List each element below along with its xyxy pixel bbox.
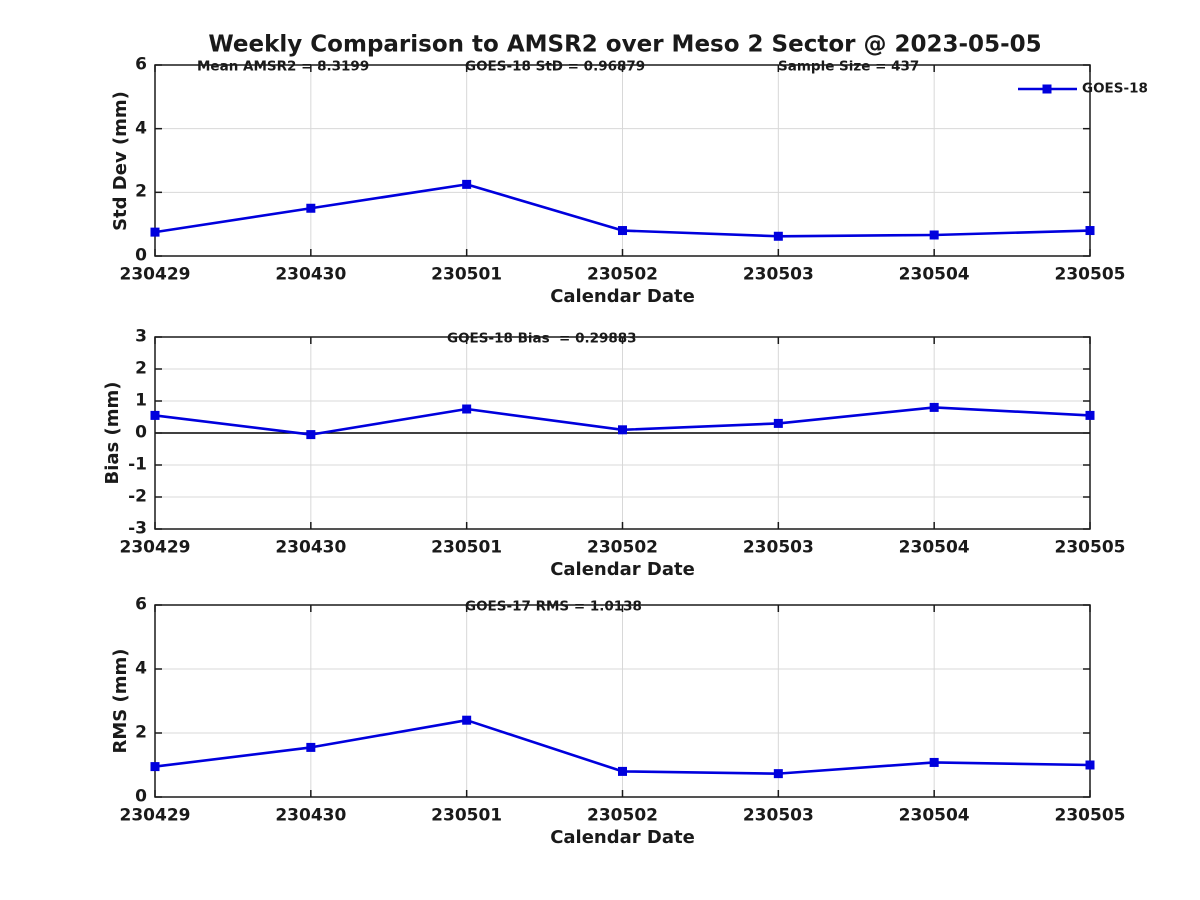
x-tick-label: 230430 <box>275 537 347 558</box>
data-point-marker <box>1085 410 1095 420</box>
data-point-marker <box>462 179 472 189</box>
x-axis-label: Calendar Date <box>550 827 695 848</box>
data-point-marker <box>929 230 939 240</box>
x-tick-label: 230503 <box>742 537 814 558</box>
y-tick-label: -3 <box>128 518 147 539</box>
y-tick-label: 4 <box>135 118 147 139</box>
x-tick-label: 230501 <box>431 537 503 558</box>
data-point-marker <box>773 231 783 241</box>
y-tick-label: 0 <box>135 422 147 443</box>
x-tick-label: 230505 <box>1054 264 1126 285</box>
y-tick-label: 0 <box>135 245 147 266</box>
x-tick-label: 230505 <box>1054 805 1126 826</box>
x-tick-label: 230503 <box>742 264 814 285</box>
y-tick-label: 2 <box>135 358 147 379</box>
data-point-marker <box>1085 226 1095 236</box>
x-tick-label: 230429 <box>119 805 191 826</box>
data-point-marker <box>773 769 783 779</box>
y-axis-label: Std Dev (mm) <box>110 90 131 231</box>
y-tick-label: 2 <box>135 722 147 743</box>
data-point-marker <box>462 404 472 414</box>
annotation: Mean AMSR2 = 8.3199 <box>197 58 370 75</box>
y-axis-label: Bias (mm) <box>102 381 123 485</box>
y-tick-label: 2 <box>135 181 147 202</box>
x-tick-label: 230430 <box>275 264 347 285</box>
x-tick-label: 230504 <box>898 264 970 285</box>
y-tick-label: 6 <box>135 54 147 75</box>
data-point-marker <box>773 418 783 428</box>
rms-chart <box>150 604 1095 798</box>
data-point-marker <box>306 430 316 440</box>
data-point-marker <box>618 766 627 776</box>
x-tick-label: 230430 <box>275 805 347 826</box>
y-tick-label: 1 <box>135 390 147 411</box>
x-tick-label: 230502 <box>587 805 658 826</box>
annotation: GOES-18 StD = 0.96879 <box>465 58 646 75</box>
data-point-marker <box>929 757 939 767</box>
data-point-marker <box>618 425 627 435</box>
data-point-marker <box>929 402 939 412</box>
legend-marker <box>1042 84 1052 94</box>
legend-label: GOES-18 <box>1082 80 1148 97</box>
data-point-marker <box>150 227 160 237</box>
y-tick-label: 0 <box>135 786 147 807</box>
annotation: GOES-17 RMS = 1.0138 <box>465 598 642 615</box>
x-tick-label: 230429 <box>119 264 191 285</box>
data-point-marker <box>150 410 160 420</box>
chart-title: Weekly Comparison to AMSR2 over Meso 2 S… <box>208 31 1042 58</box>
data-point-marker <box>306 203 316 213</box>
annotation: Sample Size = 437 <box>778 58 920 75</box>
annotation: GOES-18 Bias = 0.29883 <box>447 330 637 347</box>
x-tick-label: 230501 <box>431 264 503 285</box>
x-tick-label: 230429 <box>119 537 191 558</box>
y-tick-label: 6 <box>135 594 147 615</box>
x-tick-label: 230504 <box>898 537 970 558</box>
stddev-chart <box>150 64 1095 257</box>
x-tick-label: 230502 <box>587 264 658 285</box>
x-tick-label: 230501 <box>431 805 503 826</box>
x-axis-label: Calendar Date <box>550 286 695 307</box>
bias-chart <box>150 336 1095 530</box>
x-tick-label: 230503 <box>742 805 814 826</box>
legend <box>1018 84 1077 94</box>
y-tick-label: -2 <box>128 486 147 507</box>
data-point-marker <box>618 226 627 236</box>
x-tick-label: 230505 <box>1054 537 1126 558</box>
data-point-marker <box>306 742 316 752</box>
y-tick-label: 3 <box>135 326 147 347</box>
x-tick-label: 230504 <box>898 805 970 826</box>
y-axis-label: RMS (mm) <box>110 648 131 754</box>
data-point-marker <box>1085 760 1095 770</box>
y-tick-label: -1 <box>128 454 147 475</box>
x-tick-label: 230502 <box>587 537 658 558</box>
x-axis-label: Calendar Date <box>550 559 695 580</box>
y-tick-label: 4 <box>135 658 147 679</box>
data-point-marker <box>150 762 160 772</box>
data-point-marker <box>462 715 472 725</box>
